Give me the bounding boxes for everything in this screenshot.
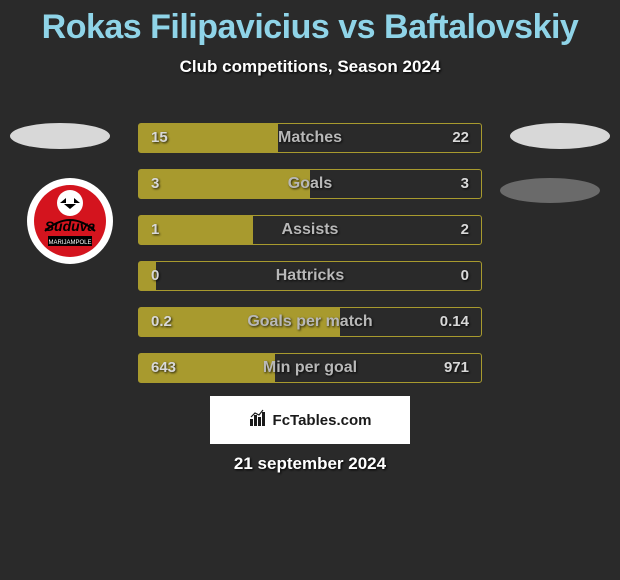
stat-right-value: 0.14 (440, 308, 469, 336)
player-left-club-logo: Suduva MARIJAMPOLE (27, 178, 113, 264)
suduva-logo-icon: Suduva MARIJAMPOLE (30, 181, 110, 261)
chart-icon (249, 409, 267, 431)
stat-row-min-per-goal: Min per goal643 971 (138, 353, 482, 383)
stat-right-value: 971 (444, 354, 469, 382)
attribution-badge[interactable]: FcTables.com (210, 396, 410, 444)
comparison-subtitle: Club competitions, Season 2024 (0, 57, 620, 77)
stat-right-value: 2 (461, 216, 469, 244)
stats-bars: Matches15 22 Goals3 3 Assists1 2 Hattricks0 0 Go… (138, 123, 482, 399)
stat-right-value: 22 (452, 124, 469, 152)
stat-row-matches: Matches15 22 (138, 123, 482, 153)
player-left-flag (10, 123, 110, 149)
stat-label: Min per goal (139, 354, 481, 382)
stat-left-value: 1 (151, 216, 159, 244)
stat-row-goals-per-match: Goals per match0.2 0.14 (138, 307, 482, 337)
stat-left-value: 15 (151, 124, 168, 152)
svg-text:Suduva: Suduva (45, 218, 96, 234)
stat-row-goals: Goals3 3 (138, 169, 482, 199)
stat-left-value: 0 (151, 262, 159, 290)
comparison-title: Rokas Filipavicius vs Baftalovskiy (0, 0, 620, 47)
stat-row-hattricks: Hattricks0 0 (138, 261, 482, 291)
player-right-club (500, 178, 600, 203)
stat-left-value: 643 (151, 354, 176, 382)
stat-label: Assists (139, 216, 481, 244)
snapshot-date: 21 september 2024 (0, 454, 620, 474)
stat-right-value: 0 (461, 262, 469, 290)
stat-row-assists: Assists1 2 (138, 215, 482, 245)
svg-text:MARIJAMPOLE: MARIJAMPOLE (48, 240, 91, 246)
stat-label: Matches (139, 124, 481, 152)
stat-label: Goals (139, 170, 481, 198)
attribution-text: FcTables.com (273, 412, 372, 429)
stat-left-value: 3 (151, 170, 159, 198)
stat-right-value: 3 (461, 170, 469, 198)
stat-left-value: 0.2 (151, 308, 172, 336)
player-right-flag (510, 123, 610, 149)
stat-label: Hattricks (139, 262, 481, 290)
stat-label: Goals per match (139, 308, 481, 336)
